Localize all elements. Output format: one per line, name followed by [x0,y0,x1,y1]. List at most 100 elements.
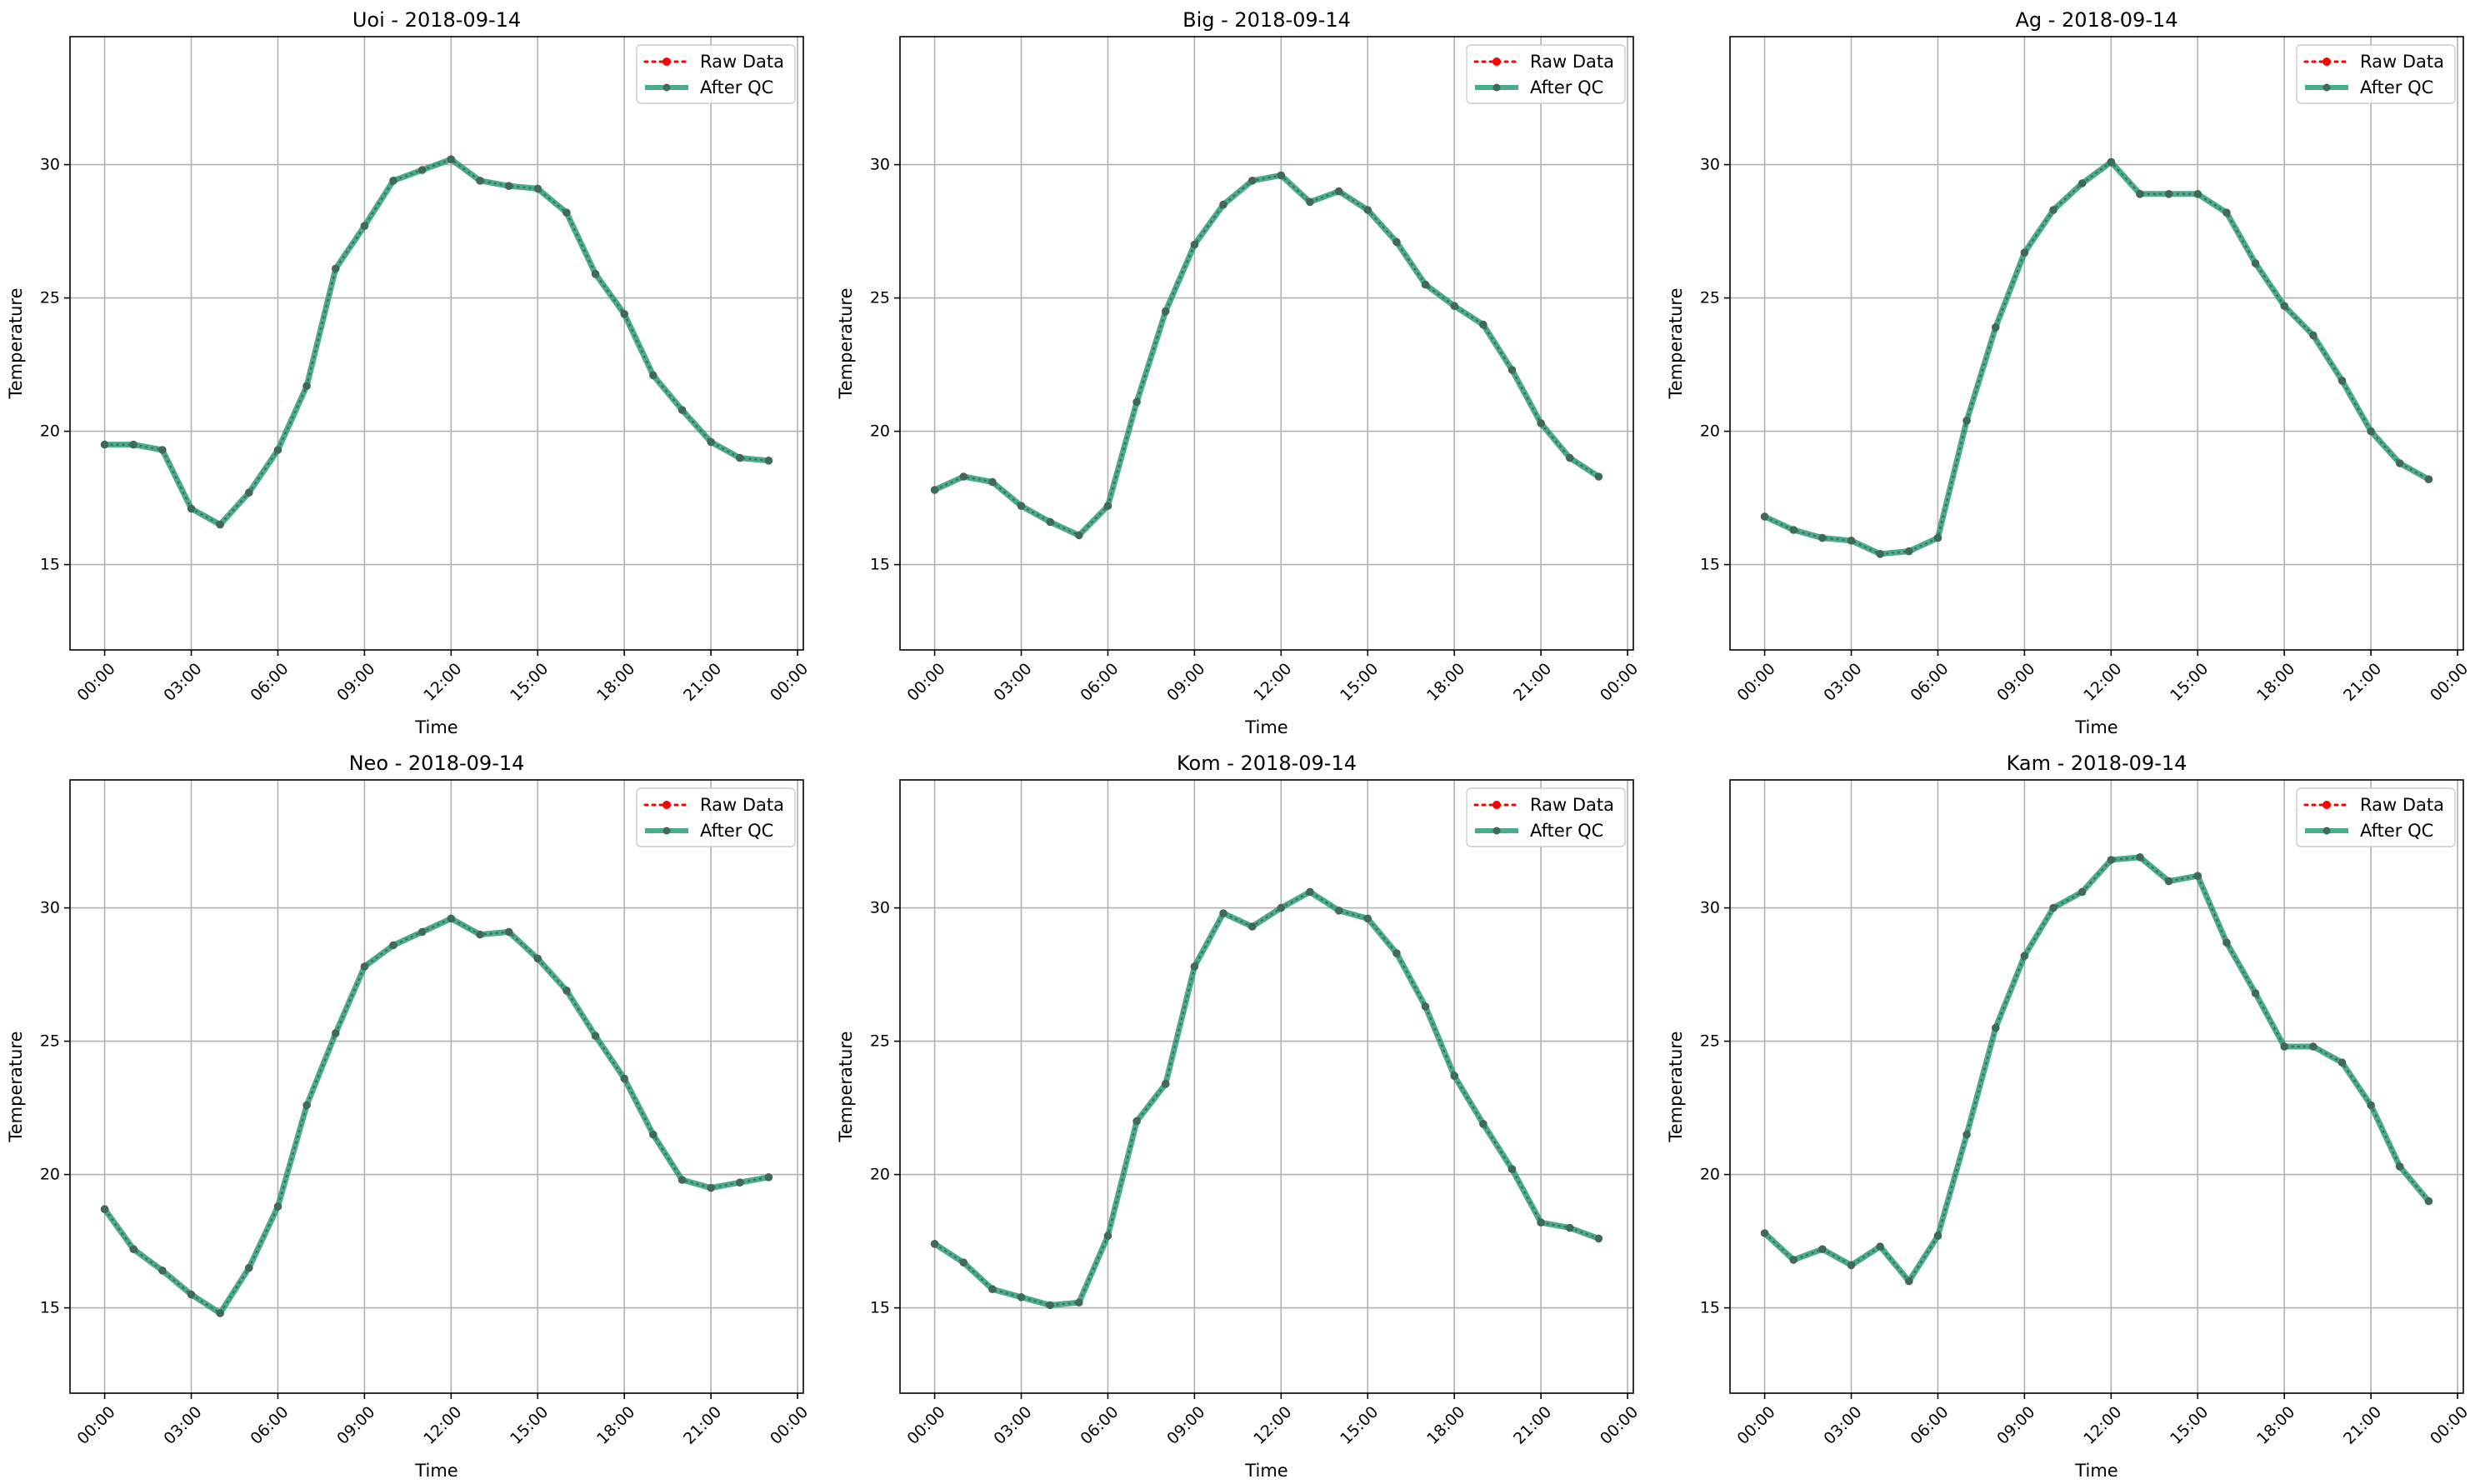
data-point [2338,1058,2347,1067]
chart-title: Neo - 2018-09-14 [349,752,525,775]
x-tick-label: 00:00 [1733,660,1778,705]
x-tick-label: 03:00 [1820,660,1865,705]
legend-qc-marker [2322,83,2331,92]
data-point [620,1074,628,1083]
data-point [1392,237,1401,247]
x-tick-label: 00:00 [767,660,812,705]
subplot-1: 00:00 03:00 06:00 09:00 12:00 15:00 18:00 21:00… [6,8,812,737]
data-point [1306,887,1314,897]
y-axis-label: Temperature [836,1031,856,1142]
data-point [1479,1120,1488,1128]
y-tick-label: 20 [40,422,60,441]
y-tick-label: 15 [1700,1299,1720,1317]
data-point [1277,903,1286,912]
data-point [959,472,968,481]
data-point [1818,533,1827,542]
data-point [1421,1002,1430,1011]
data-point [735,1178,744,1187]
data-point [2395,1162,2404,1171]
data-point [1450,1072,1458,1080]
data-point [216,520,224,529]
data-point [591,1032,600,1040]
x-tick-label: 12:00 [2080,660,2125,705]
data-point [2136,190,2144,198]
x-tick-label: 15:00 [1337,1403,1382,1448]
data-point [1991,1023,2000,1032]
data-point [930,486,939,494]
data-point [129,440,138,449]
x-tick-label: 15:00 [507,660,552,705]
y-tick-label: 30 [870,156,890,174]
data-point [1421,280,1430,289]
y-axis-label: Temperature [1666,287,1686,399]
data-point [1334,907,1343,915]
data-point [1363,206,1372,214]
data-point [1248,177,1257,185]
data-point [1876,1242,1884,1251]
legend-qc-label: After QC [2360,77,2433,97]
legend-qc-label: After QC [2360,821,2433,841]
series-raw-data-line [933,891,1599,1307]
data-point [930,1240,939,1248]
data-point [1818,1245,1827,1253]
data-point [1537,1218,1545,1227]
data-point [2193,872,2202,880]
x-tick-label: 12:00 [1250,660,1295,705]
data-point [1991,323,2000,332]
series-after-qc-line [102,915,772,1317]
data-point [988,477,997,487]
y-tick-label: 25 [1700,289,1720,307]
chart-title: Kom - 2018-09-14 [1177,752,1357,775]
data-point [2107,856,2116,864]
x-tick-label: 12:00 [2080,1403,2125,1448]
data-point [1760,512,1769,521]
legend: Raw Data After QC [2296,44,2456,104]
data-point [2193,190,2202,198]
legend-raw-label: Raw Data [700,52,784,72]
y-tick-label: 20 [1700,1166,1720,1184]
data-point [389,941,398,950]
x-tick-label: 12:00 [420,1403,465,1448]
x-axis-label: Time [2074,1461,2118,1481]
subplot-6: 00:00 03:00 06:00 09:00 12:00 15:00 18:00 21:00… [1666,752,2472,1481]
data-point [418,927,427,937]
axes-frame [899,779,1634,1394]
x-tick-label: 03:00 [990,660,1035,705]
axes-frame [69,36,804,651]
data-point [302,382,311,391]
x-tick-label: 09:00 [333,1403,378,1448]
data-point [988,1285,997,1293]
y-tick-label: 30 [1700,156,1720,174]
data-point [245,1263,253,1272]
data-point [1306,197,1314,207]
data-point [1594,1234,1603,1243]
data-point [2107,157,2116,167]
chart-title: Uoi - 2018-09-14 [352,8,521,32]
data-point [1190,240,1199,249]
data-point [216,1309,224,1317]
data-point [158,1267,167,1275]
data-point [2251,259,2260,267]
x-tick-label: 03:00 [160,660,205,705]
legend-raw-label: Raw Data [2360,795,2444,815]
data-point [2136,853,2144,862]
data-point [649,371,658,380]
data-point [2367,427,2375,436]
data-point [187,1290,196,1299]
y-tick-label: 20 [1700,422,1720,441]
x-tick-label: 18:00 [2253,1403,2298,1448]
data-point [476,930,484,939]
x-tick-label: 09:00 [333,660,378,705]
x-tick-label: 09:00 [1163,660,1208,705]
data-point [2020,248,2029,257]
data-point [1565,1223,1574,1232]
legend-raw-label: Raw Data [1530,795,1614,815]
data-point [302,1101,311,1110]
data-point [959,1258,968,1267]
chart-title: Kam - 2018-09-14 [2007,752,2188,775]
data-point [1248,922,1257,931]
x-tick-label: 00:00 [1597,660,1642,705]
data-point [1594,472,1603,481]
data-point [649,1130,658,1139]
x-tick-label: 03:00 [1820,1403,1865,1448]
